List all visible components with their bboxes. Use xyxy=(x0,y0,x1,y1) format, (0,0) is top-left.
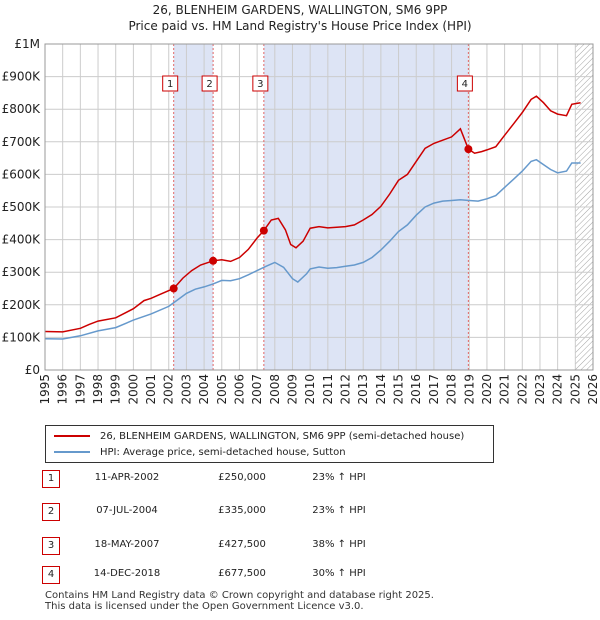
x-tick-label: 2013 xyxy=(356,374,370,405)
series-line-hpi xyxy=(45,158,581,340)
sale-point xyxy=(209,256,218,265)
transaction-date: 07-JUL-2004 xyxy=(96,505,158,516)
x-tick-label: 2000 xyxy=(126,374,140,405)
x-tick-label: 2002 xyxy=(162,374,176,405)
y-tick-label: £100K xyxy=(2,330,42,344)
marker-box xyxy=(201,75,218,92)
x-tick-label: 1995 xyxy=(38,374,52,405)
footer-copyright: Contains HM Land Registry data © Crown c… xyxy=(45,590,434,601)
x-tick-label: 2012 xyxy=(339,374,353,405)
price-chart: £0 £100K £200K £300K £400K £500K £600K £700K £80… xyxy=(2,37,600,405)
x-tick-label: 2024 xyxy=(551,374,565,405)
marker-label: 2 xyxy=(206,79,212,90)
marker-label: 3 xyxy=(257,79,263,90)
marker-box xyxy=(252,75,269,92)
x-tick-label: 2016 xyxy=(409,374,423,405)
transaction-date: 11-APR-2002 xyxy=(94,472,160,483)
transaction-price: £335,000 xyxy=(218,505,266,516)
chart-subtitle: Price paid vs. HM Land Registry's House … xyxy=(128,19,472,33)
plot-frame xyxy=(44,43,594,371)
x-tick-label: 2006 xyxy=(232,374,246,405)
x-tick-label: 2023 xyxy=(533,374,547,405)
legend-swatch-hpi xyxy=(54,451,90,453)
marker-label: 4 xyxy=(462,79,468,90)
x-tick-label: 2010 xyxy=(303,374,317,405)
x-tick-label: 2005 xyxy=(215,374,229,405)
footer: Contains HM Land Registry data © Crown c… xyxy=(45,590,434,612)
legend-label-price: 26, BLENHEIM GARDENS, WALLINGTON, SM6 9P… xyxy=(100,430,465,442)
x-tick-label: 2014 xyxy=(374,374,388,405)
x-tick-label: 2003 xyxy=(179,374,193,405)
sale-point xyxy=(464,145,473,154)
table-row: 2 07-JUL-2004 £335,000 23% ↑ HPI xyxy=(42,503,462,521)
x-tick-label: 1996 xyxy=(56,374,70,405)
table-row: 3 18-MAY-2007 £427,500 38% ↑ HPI xyxy=(42,537,462,555)
x-tick-label: 2019 xyxy=(462,374,476,405)
x-tick-label: 2020 xyxy=(480,374,494,405)
x-tick-label: 2004 xyxy=(197,374,211,405)
sale-point xyxy=(169,284,178,293)
y-tick-label: £800K xyxy=(2,102,42,116)
x-tick-label: 1997 xyxy=(73,374,87,405)
transaction-hpi: 23% ↑ HPI xyxy=(312,505,366,516)
table-row: 4 14-DEC-2018 £677,500 30% ↑ HPI xyxy=(42,566,462,584)
x-tick-label: 2015 xyxy=(392,374,406,405)
x-tick-label: 1998 xyxy=(91,374,105,405)
x-tick-label: 2021 xyxy=(498,374,512,405)
transaction-price: £677,500 xyxy=(218,568,266,579)
marker-label: 1 xyxy=(167,79,173,90)
x-tick-label: 2009 xyxy=(285,374,299,405)
legend-swatch-price xyxy=(54,435,90,437)
transaction-hpi: 23% ↑ HPI xyxy=(312,472,366,483)
transaction-date: 14-DEC-2018 xyxy=(93,568,161,579)
transaction-price: £427,500 xyxy=(218,539,266,550)
transaction-badge: 3 xyxy=(42,537,60,555)
footer-license: This data is licensed under the Open Gov… xyxy=(45,601,364,612)
legend-label-hpi: HPI: Average price, semi-detached house,… xyxy=(100,446,346,458)
x-tick-label: 2022 xyxy=(515,374,529,405)
y-tick-label: £1M xyxy=(14,37,40,51)
marker-box xyxy=(162,75,179,92)
x-tick-label: 2017 xyxy=(427,374,441,405)
transaction-price: £250,000 xyxy=(218,472,266,483)
x-tick-label: 2018 xyxy=(445,374,459,405)
y-tick-label: £700K xyxy=(2,135,42,149)
transaction-badge: 4 xyxy=(42,566,60,584)
legend-item-hpi: HPI: Average price, semi-detached house,… xyxy=(54,445,346,459)
legend: 26, BLENHEIM GARDENS, WALLINGTON, SM6 9P… xyxy=(45,425,494,463)
marker-box xyxy=(456,75,473,92)
chart-title: 26, BLENHEIM GARDENS, WALLINGTON, SM6 9P… xyxy=(152,3,448,17)
table-row: 1 11-APR-2002 £250,000 23% ↑ HPI xyxy=(42,470,462,488)
x-tick-label: 2008 xyxy=(268,374,282,405)
transaction-date: 18-MAY-2007 xyxy=(94,539,160,550)
legend-item-price: 26, BLENHEIM GARDENS, WALLINGTON, SM6 9P… xyxy=(54,429,464,443)
transaction-hpi: 38% ↑ HPI xyxy=(312,539,366,550)
x-tick-label: 2025 xyxy=(568,374,582,405)
y-tick-label: £300K xyxy=(2,265,42,279)
x-tick-label: 2001 xyxy=(144,374,158,405)
y-tick-label: £200K xyxy=(2,298,42,312)
y-tick-label: £500K xyxy=(2,200,42,214)
y-tick-label: £0 xyxy=(25,363,40,377)
x-tick-label: 2011 xyxy=(321,374,335,405)
y-tick-label: £400K xyxy=(2,233,42,247)
transaction-badge: 1 xyxy=(42,470,60,488)
sale-point xyxy=(259,226,268,235)
x-tick-label: 2007 xyxy=(250,374,264,405)
y-tick-label: £600K xyxy=(2,167,42,181)
y-tick-label: £900K xyxy=(2,70,42,84)
x-tick-label: 2026 xyxy=(586,374,600,405)
transaction-badge: 2 xyxy=(42,503,60,521)
x-tick-label: 1999 xyxy=(109,374,123,405)
transaction-hpi: 30% ↑ HPI xyxy=(312,568,366,579)
